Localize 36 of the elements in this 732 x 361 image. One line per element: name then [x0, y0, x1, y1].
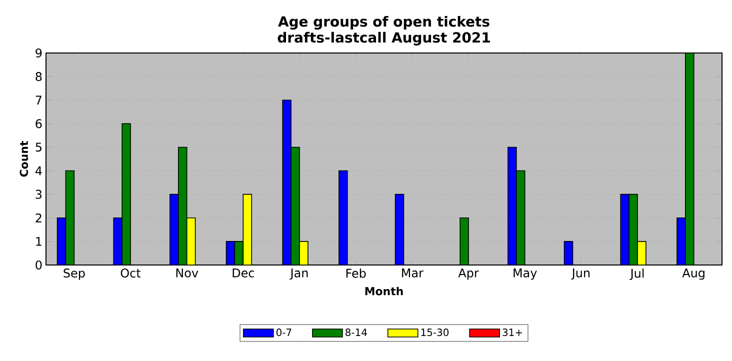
x-tick-label: Jun: [571, 268, 590, 280]
x-tick-label: Nov: [176, 268, 198, 278]
bar: [394, 194, 404, 265]
x-tick-label: Mar: [402, 268, 424, 278]
y-tick-label: 4: [35, 166, 42, 176]
legend-label: 0-7: [276, 328, 292, 336]
y-tick-label: 8: [36, 72, 42, 82]
x-tick-label: Jan: [290, 268, 308, 280]
legend-label: 31+: [502, 328, 522, 336]
y-tick-label: 7: [36, 96, 42, 104]
x-tick-label: May: [514, 268, 537, 280]
bar: [56, 217, 66, 265]
x-tick-label: Apr: [458, 268, 479, 280]
bar: [186, 217, 196, 265]
x-tick-label: Aug: [682, 268, 704, 280]
y-tick-label: 0: [36, 260, 42, 270]
x-tick-label: Sep: [64, 268, 85, 280]
chart-title: Age groups of open tickets drafts-lastcall August 2021: [278, 16, 490, 46]
x-tick-label: Oct: [120, 268, 141, 278]
y-tick-label: 3: [36, 190, 42, 199]
legend-label: 15-30: [421, 328, 449, 336]
y-tick-label: 9: [36, 48, 42, 58]
y-tick-label: 2: [36, 213, 42, 222]
y-tick-label: 6: [36, 119, 42, 128]
x-tick-label: Feb: [346, 268, 366, 278]
legend-label: 8-14: [346, 328, 367, 336]
y-tick-label: 1: [36, 237, 42, 246]
x-axis-title: Month: [365, 286, 403, 296]
bar: [226, 241, 236, 265]
x-tick-label: Jul: [630, 268, 644, 280]
y-tick-label: 5: [36, 142, 42, 152]
bar: [234, 241, 244, 265]
x-tick-label: Dec: [232, 268, 254, 278]
bar: [65, 170, 75, 265]
bar: [564, 241, 574, 265]
y-axis-title: Count: [20, 141, 28, 177]
